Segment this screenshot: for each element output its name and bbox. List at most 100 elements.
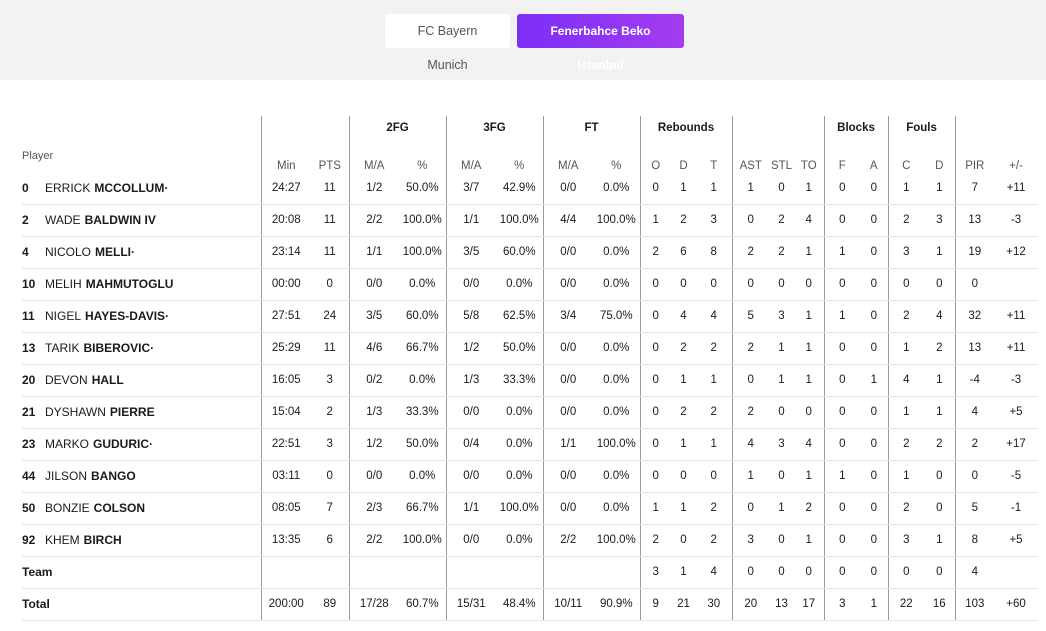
team-stat-fg3 — [445, 556, 496, 589]
player-last-name[interactable]: HAYES-DAVIS· — [85, 309, 170, 323]
player-number: 23 — [22, 437, 36, 451]
stat-bf: 0 — [823, 524, 861, 557]
stat-fd: 0 — [924, 460, 956, 493]
player-last-name[interactable]: MCCOLLUM· — [94, 180, 169, 195]
stat-ast: 4 — [731, 428, 769, 461]
stat-pts: 0 — [311, 460, 349, 493]
stat-pm: +11 — [994, 300, 1039, 333]
stat-fg3p: 60.0% — [496, 236, 543, 269]
team-stat-fd: 0 — [924, 556, 956, 589]
player-last-name[interactable]: BANGO — [91, 469, 136, 483]
stat-fg2p: 66.7% — [399, 332, 446, 365]
stat-fg3p: 0.0% — [496, 524, 543, 557]
col-player: Player — [22, 150, 54, 162]
stat-ba: 0 — [860, 460, 889, 493]
stat-ast: 5 — [731, 300, 769, 333]
total-stat-o: 9 — [639, 588, 671, 621]
stat-pir: 8 — [954, 524, 995, 557]
stat-fg3: 0/0 — [445, 460, 496, 493]
table-row: 50 BONZIE COLSON 08:05 7 2/3 66.7% 1/1 100.0% 0/0… — [22, 492, 1039, 525]
total-stat-min: 200:00 — [260, 588, 311, 621]
total-stat-fg2: 17/28 — [348, 588, 399, 621]
col-reb-t: T — [710, 160, 718, 172]
total-stat-to: 17 — [794, 588, 825, 621]
col-fouls-c: C — [887, 140, 925, 172]
player-last-name[interactable]: MELLI· — [95, 245, 136, 259]
player-last-name[interactable]: HALL — [91, 373, 124, 387]
stat-fg3: 0/0 — [445, 268, 496, 301]
stat-ba: 0 — [860, 204, 889, 237]
stat-ft: 0/0 — [542, 172, 593, 205]
stat-bf: 0 — [823, 364, 861, 397]
stat-fg3: 0/0 — [445, 524, 496, 557]
col-blk-a: A — [869, 160, 878, 172]
team-tab-away-active[interactable]: Fenerbahce Beko Istanbul — [517, 14, 684, 72]
col-reb-o: O — [639, 140, 671, 172]
stat-pir: 19 — [954, 236, 995, 269]
stat-fg3: 3/5 — [445, 236, 496, 269]
stat-ast: 2 — [731, 396, 769, 429]
group-fouls: Fouls — [887, 116, 956, 140]
team-stat-fg2p — [399, 556, 446, 589]
stat-ba: 1 — [860, 364, 889, 397]
stat-pm: +17 — [994, 428, 1039, 461]
stat-ft: 0/0 — [542, 364, 593, 397]
stat-d: 0 — [671, 524, 696, 557]
group-2fg: 2FG — [348, 116, 446, 140]
total-stat-fg3p: 48.4% — [496, 588, 543, 621]
stat-bf: 0 — [823, 172, 861, 205]
player-number: 13 — [22, 341, 36, 355]
stat-fd: 1 — [924, 364, 956, 397]
stat-ft: 3/4 — [542, 300, 593, 333]
stat-min: 24:27 — [260, 172, 311, 205]
stat-ast: 2 — [731, 236, 769, 269]
team-stat-o: 3 — [639, 556, 671, 589]
player-first-name: BONZIE — [45, 501, 90, 515]
table-row: 20 DEVON HALL 16:05 3 0/2 0.0% 1/3 33.3% 0/0 0.0% 0… — [22, 364, 1039, 397]
stat-pts: 6 — [311, 524, 349, 557]
stat-bf: 0 — [823, 204, 861, 237]
stat-to: 1 — [794, 364, 825, 397]
stat-ast: 3 — [731, 524, 769, 557]
stat-fg2p: 0.0% — [399, 268, 446, 301]
stat-min: 25:29 — [260, 332, 311, 365]
stat-d: 0 — [671, 268, 696, 301]
stat-ftp: 0.0% — [593, 460, 640, 493]
total-stat-ast: 20 — [731, 588, 769, 621]
stat-pts: 7 — [311, 492, 349, 525]
stat-fg2: 1/3 — [348, 396, 399, 429]
total-stat-t: 30 — [696, 588, 732, 621]
stat-bf: 0 — [823, 268, 861, 301]
player-last-name[interactable]: MAHMUTOGLU — [85, 277, 174, 291]
stat-pts: 11 — [311, 204, 349, 237]
team-stat-ft — [542, 556, 593, 589]
player-first-name: TARIK — [45, 341, 80, 355]
stat-fc: 0 — [887, 268, 925, 301]
stat-d: 0 — [671, 460, 696, 493]
stat-pir: 4 — [954, 396, 995, 429]
stat-fd: 1 — [924, 524, 956, 557]
stat-t: 1 — [696, 364, 732, 397]
stat-ft: 0/0 — [542, 460, 593, 493]
team-stat-ba: 0 — [860, 556, 889, 589]
player-last-name[interactable]: PIERRE — [109, 405, 155, 419]
team-tab-home[interactable]: FC Bayern Munich — [385, 14, 510, 72]
stat-ftp: 100.0% — [593, 524, 640, 557]
player-last-name[interactable]: COLSON — [93, 501, 146, 515]
stat-ast: 2 — [731, 332, 769, 365]
stat-t: 3 — [696, 204, 732, 237]
player-cell: 13 TARIK BIBEROVIC· — [22, 332, 261, 365]
stat-o: 2 — [639, 236, 671, 269]
player-last-name[interactable]: BALDWIN IV — [84, 213, 156, 227]
stat-pir: 0 — [954, 460, 995, 493]
player-last-name[interactable]: BIRCH — [83, 533, 122, 547]
player-last-name[interactable]: GUDURIC· — [93, 437, 154, 451]
stat-fc: 3 — [887, 236, 925, 269]
player-first-name: NICOLO — [45, 245, 92, 259]
player-last-name[interactable]: BIBEROVIC· — [83, 341, 155, 355]
player-cell: 2 WADE BALDWIN IV — [22, 204, 261, 237]
player-first-name: WADE — [45, 213, 81, 227]
group-rebounds: Rebounds — [639, 116, 732, 140]
stat-ftp: 0.0% — [593, 332, 640, 365]
stat-fg3: 0/0 — [445, 396, 496, 429]
